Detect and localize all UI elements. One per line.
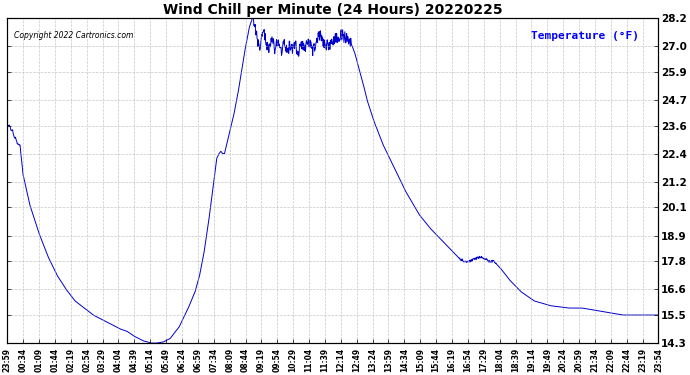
Title: Wind Chill per Minute (24 Hours) 20220225: Wind Chill per Minute (24 Hours) 2022022… <box>163 3 503 17</box>
Text: Copyright 2022 Cartronics.com: Copyright 2022 Cartronics.com <box>14 31 133 40</box>
Text: Temperature (°F): Temperature (°F) <box>531 31 639 41</box>
